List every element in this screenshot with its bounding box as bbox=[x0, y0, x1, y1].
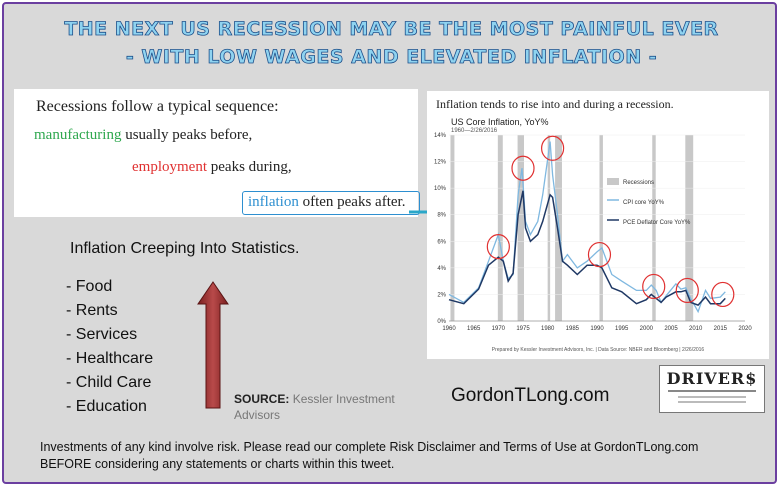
peak-circle bbox=[642, 273, 666, 300]
chart-title: Inflation tends to rise into and during … bbox=[436, 97, 674, 111]
drivers-logo: DRIVER$ bbox=[659, 365, 765, 413]
chart-inner-title: US Core Inflation, YoY% bbox=[451, 117, 549, 127]
series-line bbox=[448, 141, 726, 314]
x-tick-label: 1975 bbox=[516, 326, 530, 332]
x-tick-label: 1960 bbox=[442, 326, 456, 332]
x-tick-label: 2000 bbox=[640, 326, 654, 332]
x-tick-label: 2020 bbox=[738, 326, 752, 332]
y-tick-label: 14% bbox=[434, 133, 447, 139]
recession-band bbox=[450, 135, 455, 321]
x-tick-label: 1980 bbox=[541, 326, 555, 332]
x-tick-label: 2010 bbox=[689, 326, 703, 332]
logo-text: DRIVER$ bbox=[666, 369, 758, 388]
series-line bbox=[448, 190, 726, 306]
y-tick-label: 0% bbox=[437, 319, 446, 325]
list-item: - Healthcare bbox=[66, 350, 154, 367]
chart-source-note: Prepared by Kessler Investment Advisors,… bbox=[491, 347, 705, 353]
x-tick-label: 2005 bbox=[664, 326, 678, 332]
list-item: - Food bbox=[66, 278, 113, 295]
y-tick-label: 8% bbox=[437, 213, 446, 219]
up-arrow-icon bbox=[197, 281, 229, 409]
recession-band bbox=[547, 135, 551, 321]
peak-circle bbox=[540, 135, 565, 161]
recession-band bbox=[517, 135, 524, 321]
disclaimer: Investments of any kind involve risk. Pl… bbox=[40, 439, 770, 473]
peak-circle bbox=[486, 234, 510, 260]
source-label: SOURCE: bbox=[234, 392, 290, 406]
chart-date-range: 1960—2/26/2016 bbox=[451, 128, 498, 134]
legend-swatch bbox=[607, 178, 619, 185]
creeping-title: Inflation Creeping Into Statistics. bbox=[70, 240, 300, 257]
peak-circle bbox=[587, 241, 612, 268]
disclaimer-line-2: BEFORE considering any statements or cha… bbox=[40, 457, 395, 471]
manufacturing-word: manufacturing bbox=[34, 127, 122, 143]
recession-band bbox=[599, 135, 603, 321]
employment-rest: peaks during, bbox=[210, 159, 292, 175]
sequence-title: Recessions follow a typical sequence: bbox=[36, 98, 279, 115]
y-tick-label: 6% bbox=[437, 239, 446, 245]
inflation-word: inflation bbox=[248, 194, 299, 210]
y-tick-label: 4% bbox=[437, 266, 446, 272]
inflation-rest: often peaks after. bbox=[302, 194, 406, 210]
sequence-employment: employment peaks during, bbox=[132, 159, 292, 176]
inflation-highlight-box bbox=[242, 191, 420, 215]
peak-circle bbox=[711, 281, 735, 308]
list-item: - Child Care bbox=[66, 374, 152, 391]
x-tick-label: 1985 bbox=[566, 326, 580, 332]
headline-line-1: THE NEXT US RECESSION MAY BE THE MOST PA… bbox=[64, 18, 719, 41]
list-item: - Rents bbox=[66, 302, 118, 319]
y-tick-label: 12% bbox=[434, 160, 447, 166]
legend-entry: CPI core YoY% bbox=[623, 200, 665, 206]
y-tick-label: 2% bbox=[437, 292, 446, 298]
recession-sequence-box: Recessions follow a typical sequence: ma… bbox=[14, 89, 420, 217]
y-tick-label: 10% bbox=[434, 186, 447, 192]
list-item: - Services bbox=[66, 326, 138, 343]
x-tick-label: 1990 bbox=[590, 326, 604, 332]
site-name: GordonTLong.com bbox=[451, 385, 610, 406]
legend-entry: PCE Deflator Core YoY% bbox=[623, 220, 691, 226]
source-note: SOURCE: Kessler Investment Advisors bbox=[234, 391, 414, 423]
x-tick-label: 1970 bbox=[492, 326, 506, 332]
headline-line-2: - WITH LOW WAGES AND ELEVATED INFLATION … bbox=[125, 46, 658, 69]
x-tick-label: 2015 bbox=[714, 326, 728, 332]
list-item: - Education bbox=[66, 398, 147, 415]
legend-entry: Recessions bbox=[623, 180, 654, 186]
inflation-chart-panel: Inflation tends to rise into and during … bbox=[427, 91, 769, 359]
sequence-manufacturing: manufacturing usually peaks before, bbox=[34, 127, 252, 144]
recession-band bbox=[685, 135, 694, 321]
peak-circle bbox=[511, 155, 535, 181]
inflation-chart-svg: 0% 2% 4% 6% 8% 10% 12% 14% 1960 1965 1970 1975 1980 1… bbox=[434, 133, 752, 332]
recession-band bbox=[652, 135, 656, 321]
peak-circle bbox=[675, 277, 699, 304]
recession-band bbox=[497, 135, 503, 321]
source-text: Kessler Investment Advisors bbox=[234, 392, 395, 422]
x-tick-label: 1995 bbox=[615, 326, 629, 332]
creeping-list: - Food - Rents - Services - Healthcare -… bbox=[66, 275, 153, 419]
x-tick-label: 1965 bbox=[467, 326, 481, 332]
disclaimer-line-1: Investments of any kind involve risk. Pl… bbox=[40, 440, 699, 454]
employment-word: employment bbox=[132, 159, 207, 175]
manufacturing-rest: usually peaks before, bbox=[125, 127, 253, 143]
sequence-inflation: inflation often peaks after. bbox=[248, 194, 405, 211]
